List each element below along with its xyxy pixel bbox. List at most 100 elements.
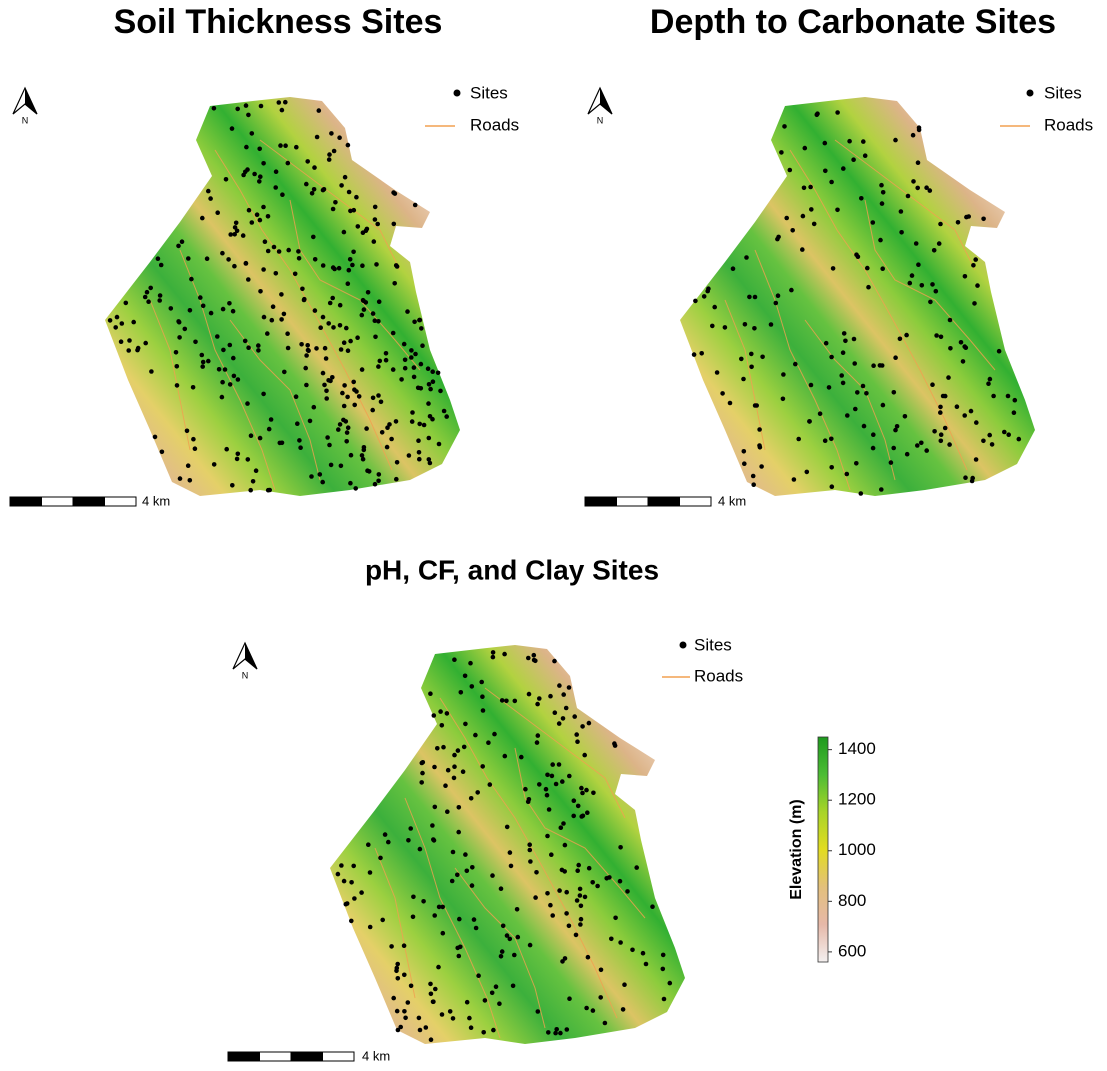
site <box>861 384 866 389</box>
figure: Soil Thickness SitesNSitesRoads4 kmDepth… <box>0 0 1107 1071</box>
scale-segment <box>10 497 42 506</box>
site <box>470 684 475 689</box>
site <box>436 371 441 376</box>
site <box>416 438 421 443</box>
site <box>186 256 191 261</box>
site <box>236 452 241 457</box>
site <box>346 143 351 148</box>
site <box>880 266 885 271</box>
colorbar-tick-label: 1400 <box>838 739 876 758</box>
site <box>751 474 756 479</box>
site <box>206 359 211 364</box>
site <box>823 169 828 174</box>
site <box>585 810 590 815</box>
site <box>939 439 944 444</box>
site <box>990 442 995 447</box>
site <box>575 898 580 903</box>
site <box>492 732 497 737</box>
site <box>410 410 415 415</box>
site <box>380 918 385 923</box>
site <box>879 487 884 492</box>
site <box>395 1009 400 1014</box>
site <box>248 488 253 493</box>
site <box>419 326 424 331</box>
site <box>547 807 552 812</box>
site <box>475 790 480 795</box>
site <box>258 436 263 441</box>
site <box>824 341 829 346</box>
site <box>841 350 846 355</box>
site <box>124 301 129 306</box>
site <box>327 157 332 162</box>
site <box>330 296 335 301</box>
site <box>528 848 533 853</box>
site <box>859 196 864 201</box>
site <box>552 659 557 664</box>
site <box>258 289 263 294</box>
site <box>274 169 279 174</box>
site <box>443 783 448 788</box>
site <box>326 378 331 383</box>
site <box>829 437 834 442</box>
site <box>338 303 343 308</box>
site <box>710 324 715 329</box>
site <box>969 409 974 414</box>
site <box>345 395 350 400</box>
site <box>395 962 400 967</box>
site <box>257 179 262 184</box>
site <box>535 740 540 745</box>
site <box>441 931 446 936</box>
site <box>198 295 203 300</box>
site <box>599 968 604 973</box>
site <box>244 261 249 266</box>
site <box>333 200 338 205</box>
site <box>583 895 588 900</box>
site <box>357 394 362 399</box>
site <box>385 445 390 450</box>
site <box>906 194 911 199</box>
site <box>200 216 205 221</box>
site <box>743 322 748 327</box>
site <box>788 168 793 173</box>
site <box>280 108 285 113</box>
site <box>352 387 357 392</box>
site <box>971 263 976 268</box>
site <box>871 432 876 437</box>
site <box>564 890 569 895</box>
site <box>805 470 810 475</box>
site <box>200 364 205 369</box>
site <box>428 982 433 987</box>
site <box>823 438 828 443</box>
site <box>544 787 549 792</box>
site <box>344 439 349 444</box>
site <box>421 899 426 904</box>
site <box>910 273 915 278</box>
site <box>340 391 345 396</box>
site <box>236 377 241 382</box>
legend-label: Roads <box>470 115 519 134</box>
site <box>452 753 457 758</box>
site <box>403 366 408 371</box>
scale-segment <box>260 1052 292 1061</box>
site <box>228 382 233 387</box>
map-panel: Soil Thickness SitesNSitesRoads4 km <box>10 3 519 508</box>
site <box>321 263 326 268</box>
site <box>964 215 969 220</box>
site <box>269 417 274 422</box>
site <box>145 290 150 295</box>
site <box>939 432 944 437</box>
site <box>567 924 572 929</box>
site <box>409 348 414 353</box>
site <box>904 333 909 338</box>
site <box>699 351 704 356</box>
site <box>853 407 858 412</box>
site <box>349 919 354 924</box>
site <box>318 472 323 477</box>
site <box>193 340 198 345</box>
map-panel: Depth to Carbonate SitesNSitesRoads4 km <box>585 3 1093 508</box>
site <box>446 768 451 773</box>
colorbar-tick-label: 800 <box>838 891 866 910</box>
site <box>255 212 260 217</box>
legend-dot <box>454 90 461 97</box>
site <box>254 468 259 473</box>
